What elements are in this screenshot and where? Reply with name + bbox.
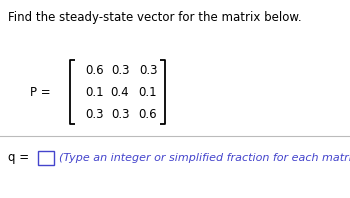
Bar (38, 151, 54, 165)
Text: 0.3: 0.3 (111, 108, 129, 121)
Text: q =: q = (8, 151, 29, 165)
Text: 0.3: 0.3 (139, 64, 157, 76)
Text: 0.6: 0.6 (86, 64, 104, 76)
Text: (Type an integer or simplified fraction for each matrix element.): (Type an integer or simplified fraction … (59, 153, 350, 163)
Text: Find the steady-state vector for the matrix below.: Find the steady-state vector for the mat… (8, 11, 302, 24)
Text: 0.6: 0.6 (139, 108, 157, 121)
Text: 0.3: 0.3 (86, 108, 104, 121)
Text: 0.1: 0.1 (86, 86, 104, 98)
Text: P =: P = (30, 87, 51, 100)
Text: 0.3: 0.3 (111, 64, 129, 76)
Text: 0.4: 0.4 (111, 86, 129, 98)
Text: 0.1: 0.1 (139, 86, 157, 98)
